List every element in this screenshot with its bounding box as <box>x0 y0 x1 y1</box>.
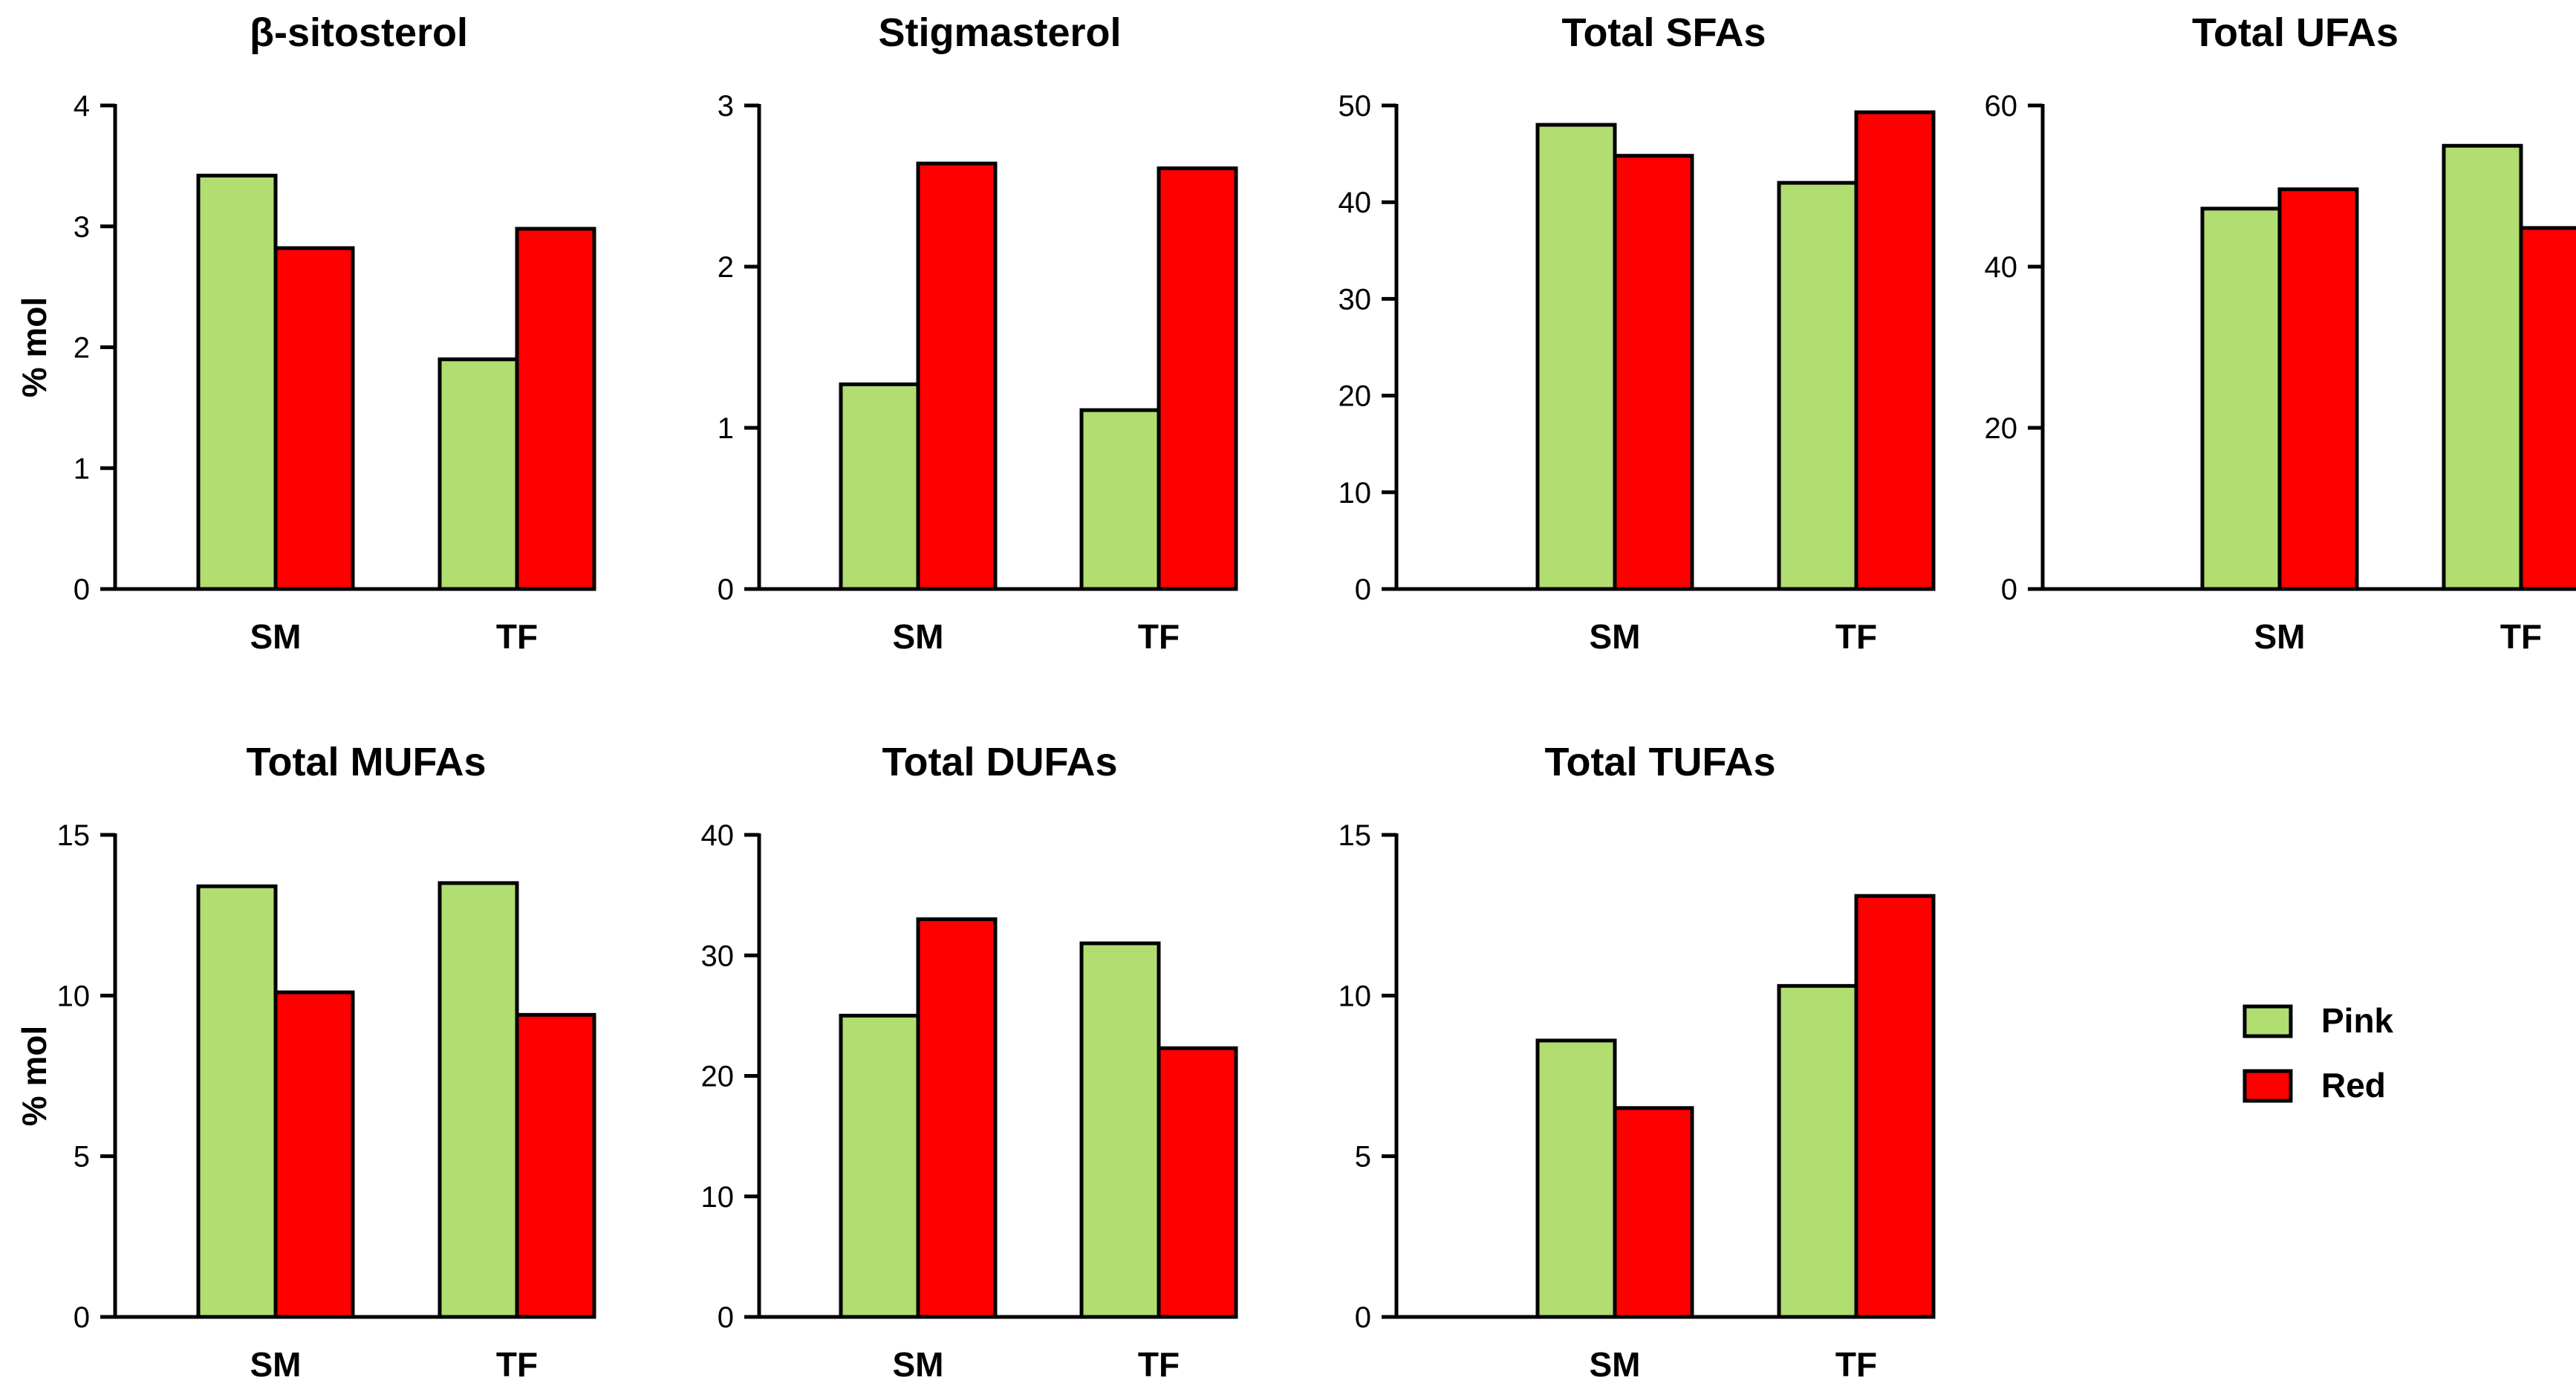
y-tick-label: 3 <box>74 211 90 244</box>
y-tick-label: 5 <box>74 1141 90 1174</box>
bar-pink-sm <box>196 173 278 591</box>
chart-panel: Total MUFAs % mol SM TF 0 5 10 15 <box>15 740 596 1384</box>
x-tick-label: SM <box>893 617 944 656</box>
y-tick-label: 20 <box>701 1061 735 1093</box>
y-tick-label: 40 <box>701 819 735 852</box>
y-tick-label: 30 <box>701 940 735 972</box>
x-tick-label: SM <box>2254 617 2306 656</box>
bar-red-sm <box>2277 187 2359 591</box>
chart-title: Total DUFAs <box>882 740 1117 784</box>
x-tick-label: TF <box>1835 1345 1877 1384</box>
bar-pink-tf <box>1777 180 1858 591</box>
y-tick-label: 60 <box>1985 90 2018 123</box>
x-tick-label: TF <box>496 1345 538 1384</box>
x-tick-label: SM <box>893 1345 944 1384</box>
bar-red-tf <box>1157 1046 1238 1319</box>
y-tick-label: 0 <box>1355 1301 1371 1334</box>
bar-red-tf <box>1854 894 1936 1319</box>
y-tick-label: 10 <box>701 1181 735 1214</box>
chart-title: β-sitosterol <box>250 10 468 55</box>
legend-swatch-pink <box>2242 1004 2293 1038</box>
y-tick-label: 0 <box>718 573 734 606</box>
y-tick-label: 10 <box>57 980 91 1012</box>
x-tick-label: TF <box>1835 617 1877 656</box>
bar-red-tf <box>1157 166 1238 591</box>
bar-pink-sm <box>839 382 920 591</box>
y-axis-label: % mol <box>15 297 53 397</box>
chart-title: Stigmasterol <box>878 10 1121 55</box>
bar-red-sm <box>1613 1106 1694 1319</box>
bar-red-sm <box>273 990 355 1319</box>
y-tick-label: 40 <box>1339 186 1372 219</box>
y-tick-label: 5 <box>1355 1141 1371 1174</box>
legend-label-red: Red <box>2321 1066 2386 1104</box>
x-tick-label: TF <box>1138 617 1180 656</box>
bar-red-sm <box>916 161 998 591</box>
y-tick-label: 20 <box>1339 380 1372 413</box>
y-tick-label: 1 <box>718 412 734 445</box>
y-tick-label: 20 <box>1985 412 2018 445</box>
chart-panel: Total SFAs SM TF 0 10 20 30 40 50 <box>1339 10 1936 656</box>
bar-pink-sm <box>1535 1038 1617 1319</box>
y-tick-label: 0 <box>718 1301 734 1334</box>
legend-swatch-red <box>2242 1069 2293 1103</box>
chart-title: Total UFAs <box>2192 10 2398 55</box>
x-tick-label: SM <box>250 617 302 656</box>
legend: Pink Red <box>2242 1001 2394 1104</box>
bar-pink-tf <box>1079 941 1161 1319</box>
y-tick-label: 0 <box>2001 573 2017 606</box>
bar-red-tf <box>515 227 596 591</box>
chart-title: Total SFAs <box>1561 10 1766 55</box>
bar-pink-tf <box>2442 143 2523 591</box>
bar-pink-sm <box>839 1013 920 1319</box>
chart-panel: Total TUFAs SM TF 0 5 10 15 <box>1339 740 1936 1384</box>
y-tick-label: 10 <box>1339 980 1372 1012</box>
y-tick-label: 2 <box>74 332 90 365</box>
y-tick-label: 4 <box>74 90 90 123</box>
y-tick-label: 50 <box>1339 90 1372 123</box>
x-tick-label: TF <box>2500 617 2542 656</box>
y-tick-label: 15 <box>1339 819 1372 852</box>
x-tick-label: SM <box>1590 617 1641 656</box>
bar-pink-sm <box>1535 123 1617 591</box>
y-tick-label: 15 <box>57 819 91 852</box>
bar-pink-tf <box>1079 408 1161 591</box>
y-tick-label: 30 <box>1339 283 1372 316</box>
bar-red-sm <box>273 246 355 591</box>
x-tick-label: TF <box>1138 1345 1180 1384</box>
bar-pink-tf <box>1777 983 1858 1319</box>
legend-label-pink: Pink <box>2321 1001 2394 1040</box>
x-tick-label: TF <box>496 617 538 656</box>
y-tick-label: 0 <box>74 573 90 606</box>
chart-panel: Total DUFAs SM TF 0 10 20 30 40 <box>701 740 1238 1384</box>
chart-panel: Total UFAs SM TF 0 20 40 60 <box>1985 10 2576 656</box>
chart-title: Total MUFAs <box>247 740 487 784</box>
bar-red-tf <box>2519 226 2576 591</box>
y-tick-label: 1 <box>74 452 90 485</box>
y-tick-label: 0 <box>1355 573 1371 606</box>
bar-red-sm <box>1613 154 1694 591</box>
y-tick-label: 2 <box>718 251 734 284</box>
chart-title: Total TUFAs <box>1544 740 1775 784</box>
bar-pink-tf <box>438 881 519 1319</box>
chart-panel: Stigmasterol SM TF 0 1 2 3 <box>718 10 1238 656</box>
y-tick-label: 40 <box>1985 251 2018 284</box>
x-tick-label: SM <box>250 1345 302 1384</box>
y-axis-label: % mol <box>15 1026 53 1126</box>
bar-pink-sm <box>196 884 278 1319</box>
x-tick-label: SM <box>1590 1345 1641 1384</box>
bar-pink-sm <box>2200 206 2282 591</box>
bar-pink-tf <box>438 357 519 591</box>
bar-red-tf <box>515 1012 596 1319</box>
chart-panel: β-sitosterol % mol SM TF 0 1 2 3 4 <box>15 10 596 656</box>
y-tick-label: 10 <box>1339 477 1372 510</box>
bar-red-tf <box>1854 110 1936 591</box>
y-tick-label: 3 <box>718 90 734 123</box>
y-tick-label: 0 <box>74 1301 90 1334</box>
bar-red-sm <box>916 917 998 1319</box>
